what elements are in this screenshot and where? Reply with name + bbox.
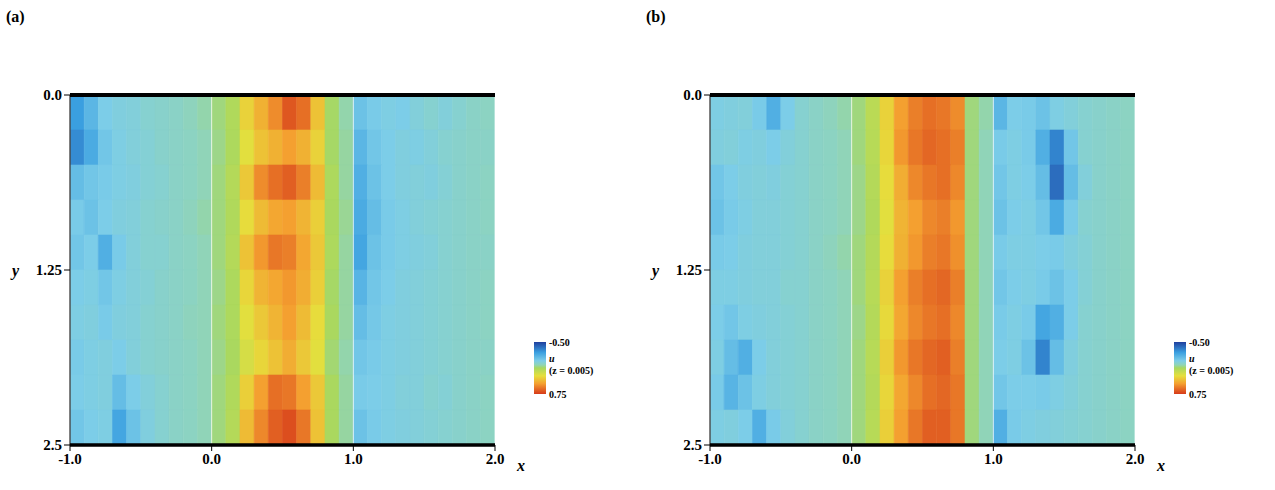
svg-text:1.25: 1.25 [36,262,62,278]
svg-text:x: x [516,457,525,474]
html-text:(a): (a) [6,8,25,25]
svg-text:y: y [650,262,660,280]
svg-text:0.0: 0.0 [683,87,702,103]
svg-text:2.5: 2.5 [43,437,62,453]
svg-text:1.0: 1.0 [984,451,1003,467]
svg-text:-1.0: -1.0 [58,450,82,467]
svg-text:-0.50: -0.50 [1189,337,1210,348]
svg-text:0.0: 0.0 [43,87,62,103]
svg-text:x: x [1156,457,1165,474]
svg-text:0.0: 0.0 [202,451,221,467]
svg-text:-1.0: -1.0 [698,450,722,467]
svg-text:(z = 0.005): (z = 0.005) [549,365,593,377]
svg-text:-0.50: -0.50 [549,337,570,348]
svg-text:2.5: 2.5 [683,437,702,453]
svg-text:u: u [549,353,555,364]
svg-text:0.0: 0.0 [842,451,861,467]
svg-text:2.0: 2.0 [486,451,505,467]
svg-text:0.75: 0.75 [549,389,567,400]
svg-text:1.25: 1.25 [676,262,702,278]
svg-text:0.75: 0.75 [1189,389,1207,400]
html-text:(b): (b) [646,8,666,25]
svg-text:2.0: 2.0 [1126,451,1145,467]
svg-text:u: u [1189,353,1195,364]
svg-text:(z = 0.005): (z = 0.005) [1189,365,1233,377]
svg-text:y: y [10,262,20,280]
svg-text:1.0: 1.0 [344,451,363,467]
